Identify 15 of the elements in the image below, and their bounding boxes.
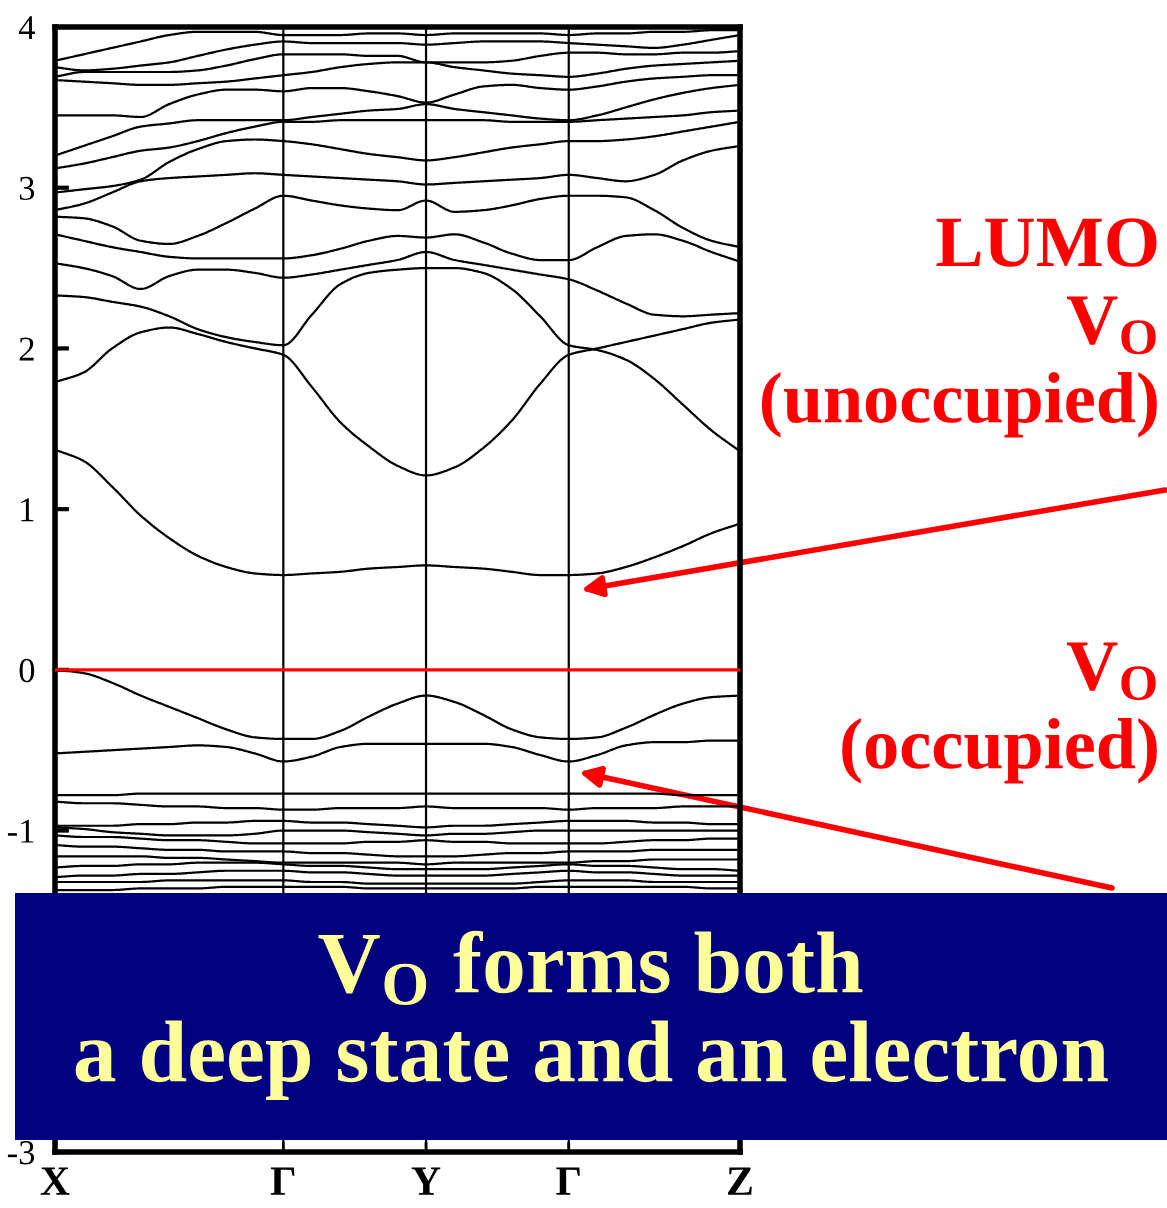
y-tick-label: -3 [7,1141,35,1165]
annotation: V$_{O}$ forms both a deep state and an electron [75,930,1108,1100]
x-tick-label: Z [728,1167,752,1195]
x-tick-label: X [40,1167,70,1195]
y-tick-label: 2 [19,337,34,361]
y-tick-label: 0 [19,658,35,683]
x-tick-label: Γ [556,1167,580,1195]
text: V$_{O}$ (occupied) [842,642,1157,784]
x-tick-label: Y [411,1167,441,1195]
x-tick-label: Γ [270,1167,295,1195]
y-tick-label: 1 [21,498,34,522]
y-tick-label: 4 [18,16,36,40]
text: LUMO V$_{O}$ (unoccupied) [761,218,1157,438]
y-tick-label: -1 [7,819,34,843]
y-tick-label: 3 [19,176,35,201]
